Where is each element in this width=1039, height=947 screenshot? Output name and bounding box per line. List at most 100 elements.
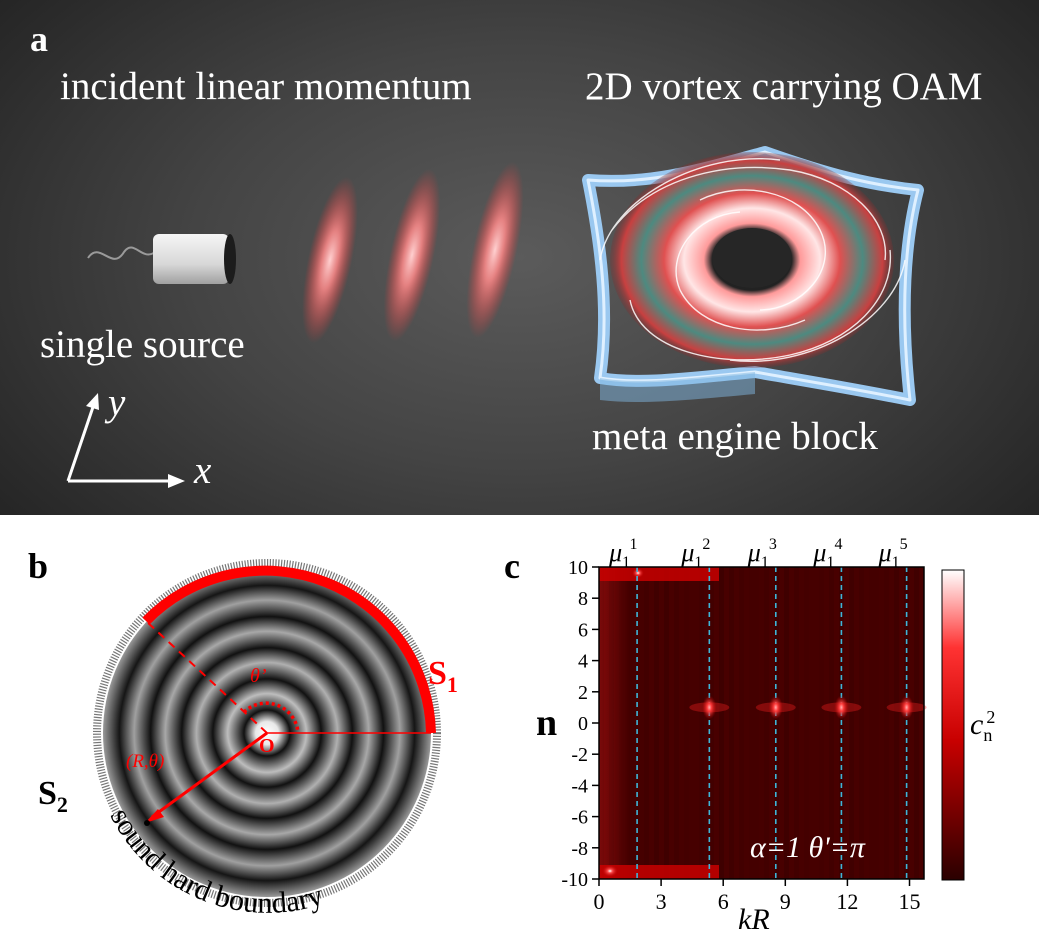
r-vector (151, 731, 268, 819)
s1-main: S (428, 655, 447, 692)
heatmap-chart: 0 3 6 9 12 15 10 8 6 4 2 0 -2 -4 -6 -8 -10 μ11 μ12 μ13 μ14… (561, 536, 965, 914)
x-axis-label: x (194, 449, 212, 492)
resonance-peak-halo (755, 702, 796, 713)
heatmap-stripe (724, 567, 729, 879)
x-axis-title: kR (738, 903, 770, 936)
y-tick-label: 8 (578, 588, 588, 610)
x-tick-label: 0 (594, 889, 605, 914)
heatmap-stripe (789, 567, 794, 879)
heatmap-stripe (874, 567, 879, 879)
heatmap-stripe (739, 567, 744, 879)
resonance-peak (834, 695, 849, 720)
top-row-feature (599, 567, 719, 581)
circular-field-plot: sound hard boundary (93, 559, 441, 920)
heatmap-stripe (744, 567, 749, 879)
mu-label: μ11 (608, 536, 637, 571)
cbar-sub: n (983, 725, 993, 745)
heatmap-stripe (684, 567, 689, 879)
panel-c: 0 3 6 9 12 15 10 8 6 4 2 0 -2 -4 -6 -8 -10 μ11 μ12 μ13 μ14… (504, 515, 1039, 947)
meta-engine-block-icon (582, 146, 924, 406)
heatmap-stripe (764, 567, 769, 879)
heatmap-stripe (834, 567, 839, 879)
heatmap-stripe (734, 567, 739, 879)
heatmap-stripe (884, 567, 889, 879)
incident-momentum-title: incident linear momentum (60, 65, 472, 108)
heatmap-stripe (694, 567, 699, 879)
cbar-sup: 2 (986, 707, 996, 727)
s2-label: S2 (38, 775, 68, 818)
heatmap-stripe (844, 567, 849, 879)
y-tick-label: 6 (578, 619, 588, 641)
y-tick-label: 2 (578, 682, 588, 704)
heatmap-background (599, 567, 924, 879)
wave-pulse (302, 176, 358, 344)
x-tick-label: 9 (780, 889, 791, 914)
heatmap-stripe (689, 567, 694, 879)
heatmap-stripe (729, 567, 734, 879)
y-tick-label: -8 (571, 838, 588, 860)
heatmap-stripe (864, 567, 869, 879)
resonance-peak (702, 695, 717, 720)
heatmap-stripe (699, 567, 704, 879)
speaker-source-icon (153, 234, 229, 284)
heatmap-stripe (754, 567, 759, 879)
origin-label: O (259, 735, 275, 757)
resonance-peak (768, 695, 783, 720)
heatmap-stripe (709, 567, 714, 879)
heatmap-stripe (679, 567, 684, 879)
axes-arrows-icon (66, 393, 185, 488)
wave-pulse (383, 168, 441, 342)
mu-label: μ14 (812, 536, 842, 571)
heatmap-stripe (829, 567, 834, 879)
meta-engine-block-label: meta engine block (592, 415, 878, 458)
heatmap-stripe (629, 567, 634, 879)
heatmap-stripe (664, 567, 669, 879)
resonance-peak-halo (689, 702, 730, 713)
heatmap-stripe (814, 567, 819, 879)
sound-hard-boundary (93, 559, 441, 907)
cable-icon (87, 246, 156, 260)
mu-label: μ12 (680, 536, 710, 571)
y-tick-label: -4 (571, 775, 588, 797)
heatmap-stripe (644, 567, 649, 879)
y-tick-label: -10 (561, 869, 588, 891)
mu-label: μ13 (747, 536, 777, 571)
mu-label: μ15 (878, 536, 908, 571)
heatmap-stripe (769, 567, 774, 879)
heatmap-stripe (849, 567, 854, 879)
point-label: (R,θ) (126, 751, 165, 772)
wave-pulse (466, 161, 524, 339)
heatmap-stripe (674, 567, 679, 879)
heatmap-stripe (784, 567, 789, 879)
heatmap-stripe (749, 567, 754, 879)
heatmap-stripe (914, 567, 919, 879)
s2-sub: 2 (56, 791, 68, 817)
heatmap-stripe (859, 567, 864, 879)
y-axis-label: y (108, 381, 126, 424)
heatmap-stripe (799, 567, 804, 879)
heatmap-stripe (809, 567, 814, 879)
heatmap-stripe (659, 567, 664, 879)
heatmap-stripe (654, 567, 659, 879)
heatmap-stripe (824, 567, 829, 879)
heatmap-stripe (719, 567, 724, 879)
theta-prime-arc (242, 701, 300, 734)
top-spot (632, 568, 644, 578)
heatmap-stripe (919, 567, 924, 879)
heatmap-stripe (879, 567, 884, 879)
heatmap-stripe (869, 567, 874, 879)
single-source-label: single source (40, 323, 245, 366)
y-tick-label: 4 (578, 651, 588, 673)
s1-label: S1 (428, 655, 458, 698)
colorbar (941, 569, 965, 881)
s2-main: S (38, 775, 57, 812)
s1-arc (142, 565, 436, 734)
x-tick-label: 12 (836, 889, 858, 914)
panel-a-illustration (66, 146, 924, 488)
heatmap-stripe (669, 567, 674, 879)
bottom-corner-spot (602, 865, 618, 877)
colorbar-label: cn2 (970, 707, 1001, 746)
resonance-peak (899, 695, 914, 720)
x-tick-label: 3 (656, 889, 667, 914)
left-edge-glow (599, 567, 629, 879)
